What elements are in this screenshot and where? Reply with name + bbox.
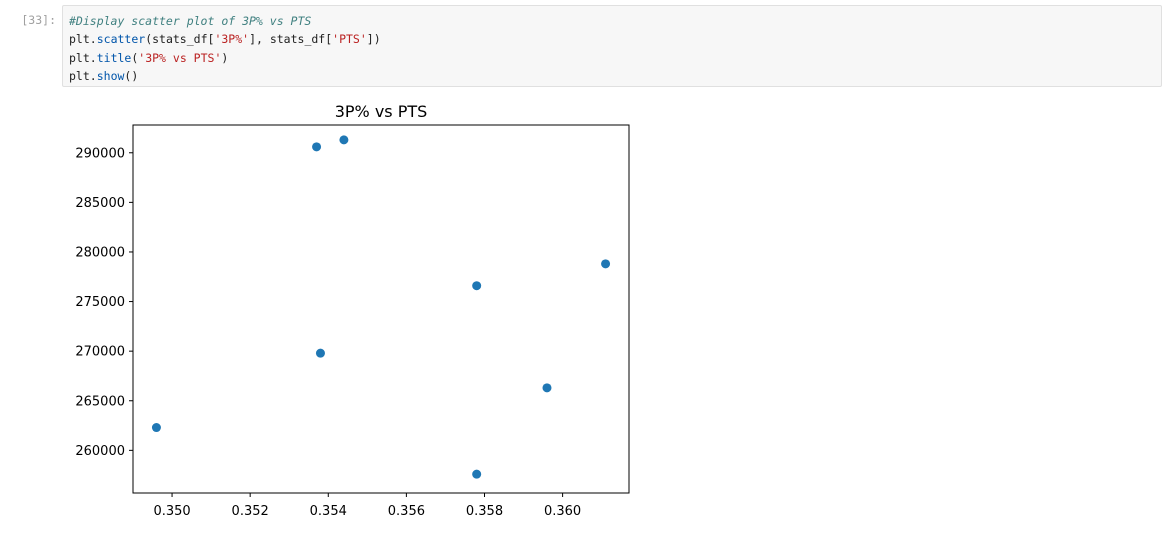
plot-frame xyxy=(132,124,630,494)
code-token: plt xyxy=(69,69,90,84)
cell-output: 3P% vs PTS 0.350 0.352 0.354 0.356 0.358 0.36… xyxy=(62,92,662,532)
y-tick-label: 265000 xyxy=(75,394,125,409)
scatter-chart: 3P% vs PTS 0.350 0.352 0.354 0.356 0.358 0.36… xyxy=(75,102,630,519)
scatter-point xyxy=(472,469,482,479)
code-token: plt xyxy=(69,32,90,47)
y-tick-label: 270000 xyxy=(75,345,125,360)
y-tick-label: 285000 xyxy=(75,196,125,211)
y-tick-label: 290000 xyxy=(75,146,125,161)
code-string: '3P%' xyxy=(214,32,250,47)
scatter-point xyxy=(601,259,611,269)
code-string: '3P% vs PTS' xyxy=(138,50,222,65)
scatter-point xyxy=(312,142,322,152)
code-token: show xyxy=(96,69,125,84)
scatter-point xyxy=(151,423,161,433)
code-token: ( xyxy=(131,50,139,65)
code-token: title xyxy=(96,50,132,65)
x-tick-label: 0.354 xyxy=(310,504,347,519)
scatter-point xyxy=(542,383,552,393)
x-tick-label: 0.350 xyxy=(153,504,190,519)
cell-prompt: [33]: xyxy=(21,13,56,27)
scatter-point xyxy=(472,281,482,291)
code-string: 'PTS' xyxy=(332,32,367,47)
code-cell-input[interactable]: #Display scatter plot of 3P% vs PTS plt.… xyxy=(62,5,1162,87)
x-tick-label: 0.352 xyxy=(232,504,269,519)
code-comment: #Display scatter plot of 3P% vs PTS xyxy=(69,14,312,28)
code-line: plt.title('3P% vs PTS') xyxy=(69,49,1161,67)
y-tick-label: 280000 xyxy=(75,245,125,260)
code-token: ) xyxy=(221,50,229,65)
code-token: . xyxy=(89,69,97,84)
code-token: ], stats_df[ xyxy=(249,32,333,47)
code-line: plt.show() xyxy=(69,67,1161,85)
x-tick-label: 0.358 xyxy=(466,504,503,519)
code-token: . xyxy=(89,50,97,65)
y-tick-label: 260000 xyxy=(75,444,125,459)
code-token: (stats_df[ xyxy=(145,32,215,47)
code-line: #Display scatter plot of 3P% vs PTS xyxy=(69,12,1161,30)
code-token: scatter xyxy=(96,32,146,47)
code-token: plt xyxy=(69,50,90,65)
x-tick-label: 0.356 xyxy=(388,504,425,519)
code-token: () xyxy=(124,69,139,84)
chart-title: 3P% vs PTS xyxy=(335,102,428,121)
x-tick-label: 0.360 xyxy=(544,504,581,519)
code-token: . xyxy=(89,32,97,47)
scatter-point xyxy=(315,348,325,358)
code-line: plt.scatter(stats_df['3P%'], stats_df['P… xyxy=(69,30,1161,48)
code-token: ]) xyxy=(366,32,381,47)
scatter-point xyxy=(339,135,349,145)
y-tick-label: 275000 xyxy=(75,295,125,310)
